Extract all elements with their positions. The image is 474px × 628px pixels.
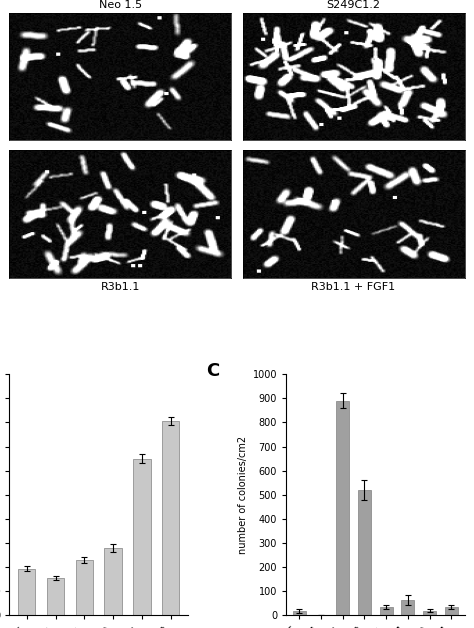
X-axis label: R3b1.1 + FGF1: R3b1.1 + FGF1 — [311, 282, 396, 292]
Title: S249C1.2: S249C1.2 — [327, 1, 381, 11]
Bar — [162, 421, 179, 615]
Y-axis label: number of colonies/cm2: number of colonies/cm2 — [238, 436, 248, 554]
Bar — [133, 458, 151, 615]
Bar — [104, 548, 122, 615]
Bar — [380, 607, 392, 615]
Bar — [445, 607, 458, 615]
X-axis label: R3b1.1: R3b1.1 — [101, 282, 140, 292]
Bar — [76, 560, 93, 615]
Bar — [18, 568, 36, 615]
Text: C: C — [206, 362, 219, 380]
Title: Neo 1.5: Neo 1.5 — [99, 1, 142, 11]
Bar — [47, 578, 64, 615]
Bar — [292, 610, 306, 615]
Bar — [358, 490, 371, 615]
Bar — [423, 610, 436, 615]
Bar — [401, 600, 414, 615]
Bar — [336, 401, 349, 615]
